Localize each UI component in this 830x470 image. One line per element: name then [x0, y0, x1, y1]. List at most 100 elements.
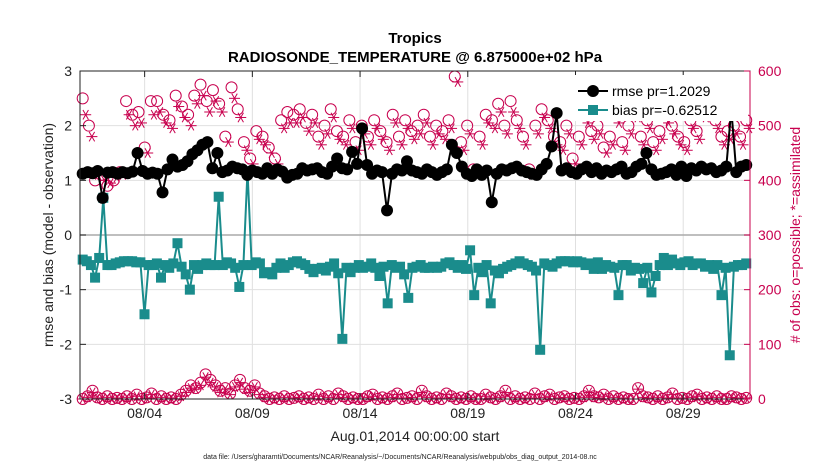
obs-assimilated-high-point: [601, 147, 613, 159]
star-stroke: [578, 139, 585, 150]
star-stroke: [364, 392, 371, 403]
obs-assimilated-high-point: [415, 128, 427, 139]
obs-assimilated-low-point: [642, 392, 654, 403]
bias-point: [642, 262, 653, 273]
bias-point: [634, 263, 645, 274]
star-stroke: [82, 109, 89, 120]
bias-point: [531, 265, 542, 276]
star-stroke: [684, 145, 691, 156]
obs-assimilated-high-point: [433, 128, 445, 139]
obs-assimilated-high-point: [136, 117, 148, 128]
star-stroke: [521, 392, 529, 403]
rmse-point: [361, 159, 374, 172]
obs-assimilated-low-point: [87, 387, 99, 398]
obs-possible-high-point: [231, 103, 244, 116]
legend-bias-marker: [588, 105, 598, 115]
obs-possible-high-point: [237, 136, 250, 149]
bias-point: [151, 258, 162, 269]
rmse-point: [131, 147, 144, 159]
obs-assimilated-high-point: [563, 128, 575, 139]
bias-point: [481, 260, 492, 271]
bias-point: [658, 252, 669, 263]
obs-assimilated-high-point: [315, 139, 327, 150]
star-stroke: [403, 392, 411, 403]
bias-point: [168, 258, 179, 269]
obs-assimilated-high-point: [656, 134, 668, 145]
obs-assimilated-high-point: [322, 128, 334, 139]
obs-possible-high-point: [275, 114, 288, 127]
obs-assimilated-high-point: [520, 139, 532, 150]
star-stroke: [268, 147, 275, 159]
star-stroke: [256, 389, 263, 400]
obs-assimilated-low-point: [578, 392, 590, 403]
rmse-point: [341, 163, 354, 176]
obs-assimilated-high-point: [198, 90, 210, 101]
star-stroke: [497, 106, 505, 118]
star-stroke: [342, 139, 350, 150]
bias-point: [238, 260, 249, 271]
obs-possible-high-point: [504, 95, 517, 108]
star-stroke: [491, 123, 499, 134]
star-stroke: [535, 128, 542, 139]
bias-point: [94, 252, 105, 263]
obs-possible-high-point: [312, 130, 325, 143]
star-stroke: [200, 90, 207, 101]
obs-assimilated-low-point: [288, 392, 300, 403]
obs-assimilated-low-point: [676, 392, 688, 403]
star-stroke: [639, 392, 647, 403]
obs-assimilated-high-point: [644, 123, 656, 134]
rmse-point: [381, 204, 394, 217]
obs-assimilated-low-point: [347, 392, 359, 403]
obs-assimilated-low-point: [303, 392, 315, 403]
y2-tick-label: 300: [758, 227, 782, 243]
star-stroke: [679, 392, 686, 403]
bias-point: [460, 263, 471, 274]
star-stroke: [349, 392, 357, 403]
obs-assimilated-high-point: [694, 134, 706, 145]
star-stroke: [580, 392, 588, 403]
obs-assimilated-high-point: [712, 123, 724, 134]
y-tick-label: -2: [60, 336, 73, 352]
star-stroke: [733, 392, 740, 403]
obs-assimilated-high-point: [594, 128, 606, 139]
star-stroke: [628, 128, 635, 139]
bias-point: [267, 269, 278, 280]
obs-possible-high-point: [343, 114, 356, 127]
star-stroke: [556, 392, 563, 403]
rmse-point: [635, 157, 648, 170]
obs-assimilated-high-point: [532, 128, 544, 139]
star-stroke: [443, 389, 450, 400]
star-stroke: [305, 392, 312, 403]
star-stroke: [212, 381, 219, 392]
obs-assimilated-high-point: [396, 139, 408, 150]
star-stroke: [433, 392, 440, 403]
obs-assimilated-low-point: [485, 392, 497, 403]
rmse-point: [545, 140, 558, 153]
chart-subtitle: RADIOSONDE_TEMPERATURE @ 6.875000e+02 hP…: [228, 49, 603, 66]
bias-point: [172, 238, 183, 249]
star-stroke: [404, 123, 412, 134]
star-stroke: [290, 392, 298, 403]
star-stroke: [620, 392, 627, 403]
star-stroke: [84, 392, 91, 403]
obs-assimilated-low-point: [146, 389, 158, 400]
star-stroke: [163, 117, 170, 128]
obs-possible-high-point: [318, 119, 331, 132]
obs-assimilated-low-point: [568, 392, 580, 403]
y-axis: -3 -2 -1 0 1 2 3: [60, 63, 86, 407]
obs-assimilated-high-point: [167, 123, 179, 134]
rmse-point: [540, 157, 553, 170]
star-stroke: [448, 123, 455, 134]
obs-assimilated-low-point: [701, 392, 713, 403]
obs-possible-high-point: [516, 130, 529, 143]
obs-assimilated-high-point: [576, 139, 588, 150]
y2-tick-label: 200: [758, 282, 782, 298]
rmse-point: [346, 145, 359, 158]
star-stroke: [457, 392, 465, 403]
bias-point: [535, 344, 546, 355]
star-stroke: [485, 117, 492, 128]
obs-possible-high-point: [473, 130, 486, 143]
y2-tick-label: 500: [758, 118, 782, 134]
obs-possible-high-point: [498, 119, 511, 132]
y-tick-label: 2: [64, 118, 72, 134]
